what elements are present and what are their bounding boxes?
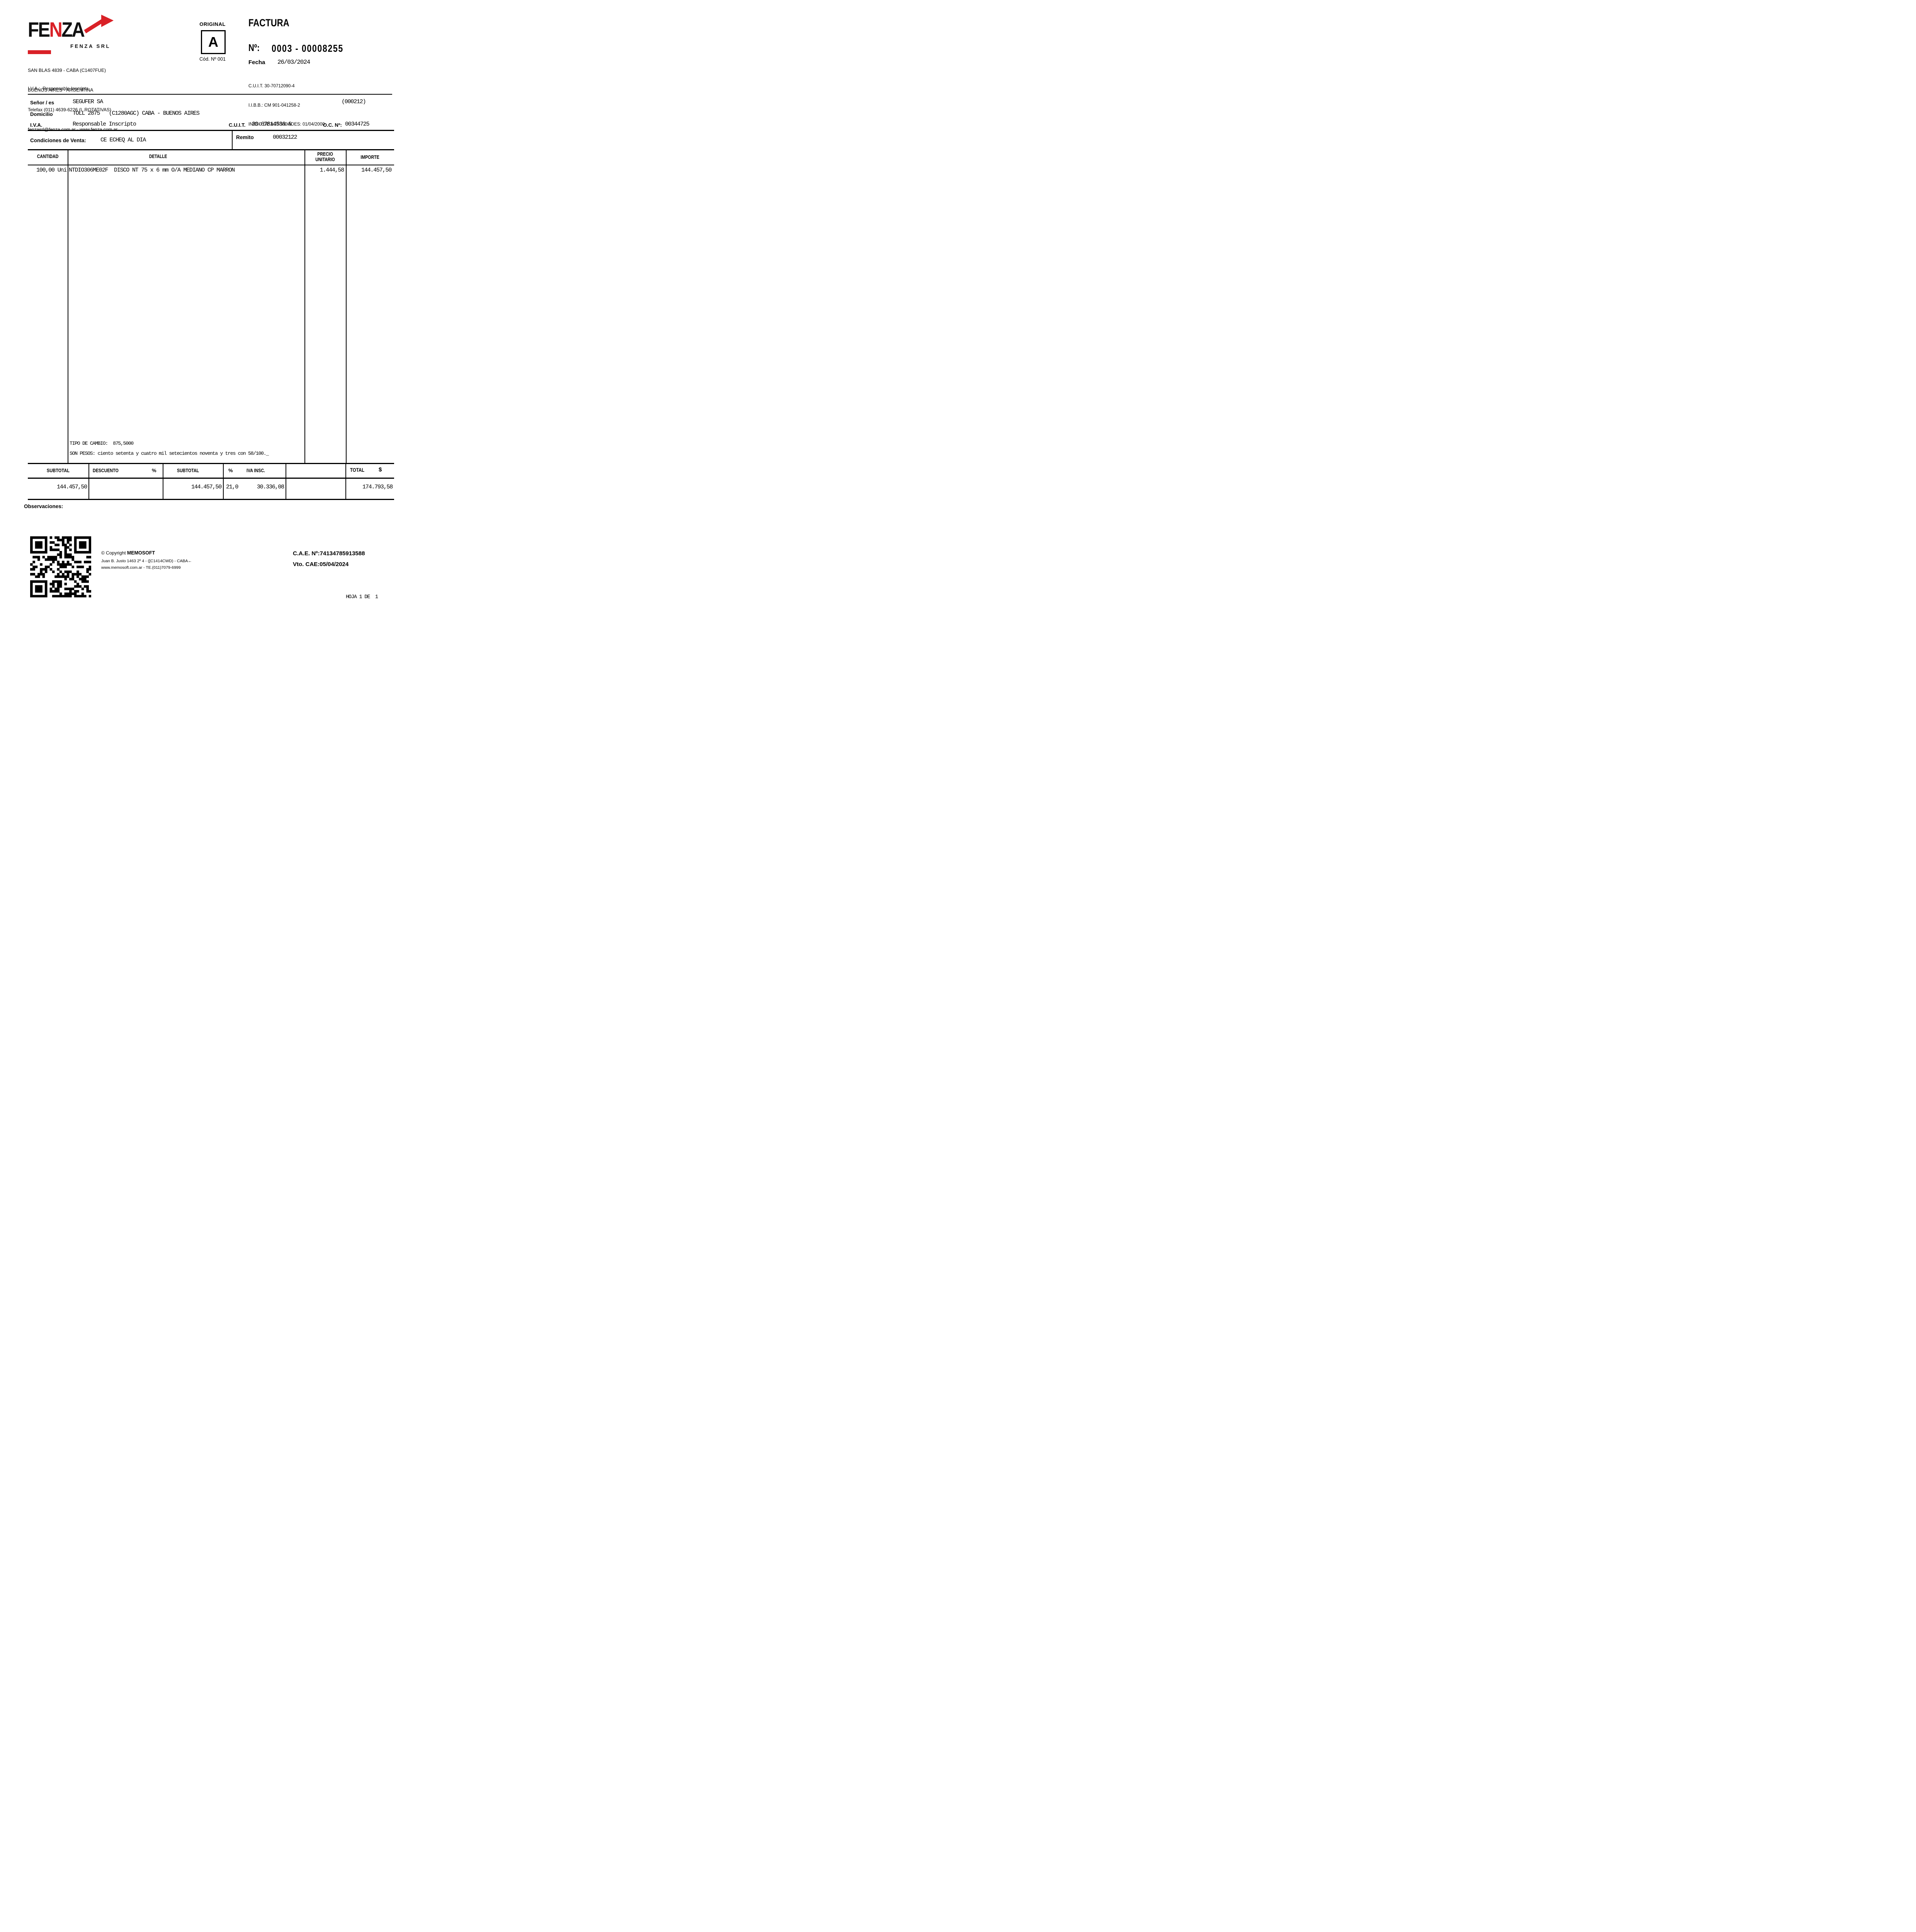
page-number: HOJA 1 DE 1 xyxy=(346,594,378,600)
oc-label: O.C. Nº: xyxy=(323,122,342,128)
cae-label: C.A.E. Nº: xyxy=(293,550,320,557)
divider xyxy=(28,94,392,95)
totals-total-value: 174.793,58 xyxy=(362,484,393,490)
totals-subtotal2-value: 144.457,50 xyxy=(191,484,222,490)
doc-title: FACTURA xyxy=(248,17,289,29)
logo-caption: FENZA SRL xyxy=(70,43,111,49)
col-header-importe: IMPORTE xyxy=(360,155,379,160)
doc-number-label: Nº: xyxy=(248,43,260,53)
invoice-letter-box: A xyxy=(201,30,226,54)
totals-subtotal2-label: SUBTOTAL xyxy=(177,468,199,473)
tipo-de-cambio: TIPO DE CAMBIO: 875,5000 xyxy=(70,440,134,446)
totals-iva-amount-value: 30.336,08 xyxy=(257,484,284,490)
logo-arrow-icon xyxy=(28,15,114,54)
company-address-line2: BUENOS AIRES - ARGENTINA xyxy=(28,87,94,93)
company-address-line3: Telefax (011) 4639-6226 (L.ROTATIVAS) xyxy=(28,107,111,112)
remito-value: 00032122 xyxy=(273,134,298,141)
divider xyxy=(223,463,224,500)
item-qty: 100,00 Uni xyxy=(36,167,67,173)
customer-cuit-value: 30-67814536-6 xyxy=(252,121,292,128)
totals-total-label: TOTAL xyxy=(350,467,365,473)
doc-number: 0003 - 00008255 xyxy=(272,43,343,54)
oc-value: 00344725 xyxy=(345,121,370,128)
company-fiscal-block: C.U.I.T. 30-70712090-4 I.I.B.B.: CM 901-… xyxy=(248,70,325,141)
totals-bottom-border xyxy=(28,499,394,500)
totals-pct2-label: % xyxy=(228,468,233,473)
logo-wordmark: FENZA xyxy=(28,18,85,41)
invoice-page: FENZA FENZA SRL SAN BLAS 4839 - CABA (C1… xyxy=(0,0,425,602)
invoice-code: Cód. Nº 001 xyxy=(199,56,226,62)
condiciones-value: CE ECHEQ AL DIA xyxy=(100,137,146,143)
totals-top-border xyxy=(28,463,394,464)
son-pesos: SON PESOS: ciento setenta y cuatro mil s… xyxy=(70,451,269,456)
totals-subtotal-value: 144.457,50 xyxy=(56,484,87,490)
col-header-detalle: DETALLE xyxy=(149,154,167,159)
totals-pct1-label: % xyxy=(152,468,156,473)
cae-value: 74134785913588 xyxy=(320,550,365,557)
item-unit-price: 1.444,58 xyxy=(320,167,345,173)
totals-subtotal-label: SUBTOTAL xyxy=(46,468,70,473)
copyright-line: © Copyright MEMOSOFT xyxy=(101,550,155,556)
memosoft-address: Juan B. Justo 1463 2º 4 - ([C1414CWD) - … xyxy=(101,559,192,563)
vto-cae-value: 05/04/2024 xyxy=(320,561,349,568)
totals-currency: $ xyxy=(379,466,382,473)
copy-type-label: ORIGINAL xyxy=(199,21,226,27)
totals-descuento-label: DESCUENTO xyxy=(93,468,119,473)
totals-iva-label: IVA INSC. xyxy=(247,468,265,473)
company-iva-line: I.V.A.: Responsable Inscripto xyxy=(28,86,88,91)
divider xyxy=(304,149,305,463)
divider xyxy=(88,463,89,500)
customer-cuit-label: C.U.I.T. xyxy=(229,122,246,128)
domicilio-label: Domicilio xyxy=(30,111,53,117)
customer-iva-value: Responsable Inscripto xyxy=(73,121,136,128)
col-header-cantidad: CANTIDAD xyxy=(37,154,59,159)
totals-mid-border xyxy=(28,478,394,479)
condiciones-label: Condiciones de Venta: xyxy=(30,138,86,143)
copyright-brand: MEMOSOFT xyxy=(127,550,155,556)
company-inicio: INICIO DE ACTIVIDADES: 01/04/2000 xyxy=(248,122,325,127)
customer-iva-label: I.V.A. xyxy=(30,122,43,128)
qr-code xyxy=(30,536,92,598)
divider xyxy=(232,131,233,149)
fecha-value: 26/03/2024 xyxy=(277,59,310,66)
cae-line: C.A.E. Nº:74134785913588 xyxy=(293,550,365,557)
company-iibb: I.I.B.B.: CM 901-041258-2 xyxy=(248,103,300,108)
invoice-letter: A xyxy=(208,34,218,50)
senor-label: Señor / es xyxy=(30,100,54,105)
totals-iva-pct-value: 21,0 xyxy=(226,484,238,490)
items-table-top-border xyxy=(28,149,394,150)
remito-label: Remito xyxy=(236,134,254,140)
copyright-prefix: © Copyright xyxy=(101,550,127,556)
item-amount: 144.457,50 xyxy=(361,167,392,173)
vto-cae-line: Vto. CAE:05/04/2024 xyxy=(293,561,349,568)
divider xyxy=(28,130,394,131)
col-header-precio-unitario: PRECIO UNITARIO xyxy=(315,151,335,162)
vto-cae-label: Vto. CAE: xyxy=(293,561,320,568)
customer-name: SEGUFER SA xyxy=(73,99,103,105)
observaciones-label: Observaciones: xyxy=(24,503,63,509)
memosoft-web: www.memosoft.com.ar - TE.(011)7079-6999 xyxy=(101,565,181,570)
company-address-line1: SAN BLAS 4839 - CABA (C1407FUE) xyxy=(28,68,106,73)
item-detail: NTDIO306ME02F DISCO NT 75 x 6 mm O/A MED… xyxy=(69,167,235,173)
divider xyxy=(346,149,347,463)
fecha-label: Fecha xyxy=(248,59,265,66)
customer-code: (000212) xyxy=(342,99,366,105)
customer-domicilio: TOLL 2875 (C1280AGC) CABA - BUENOS AIRES xyxy=(73,110,200,117)
divider xyxy=(345,463,346,500)
company-logo: FENZA FENZA SRL xyxy=(28,15,117,54)
company-cuit: C.U.I.T. 30-70712090-4 xyxy=(248,84,295,88)
